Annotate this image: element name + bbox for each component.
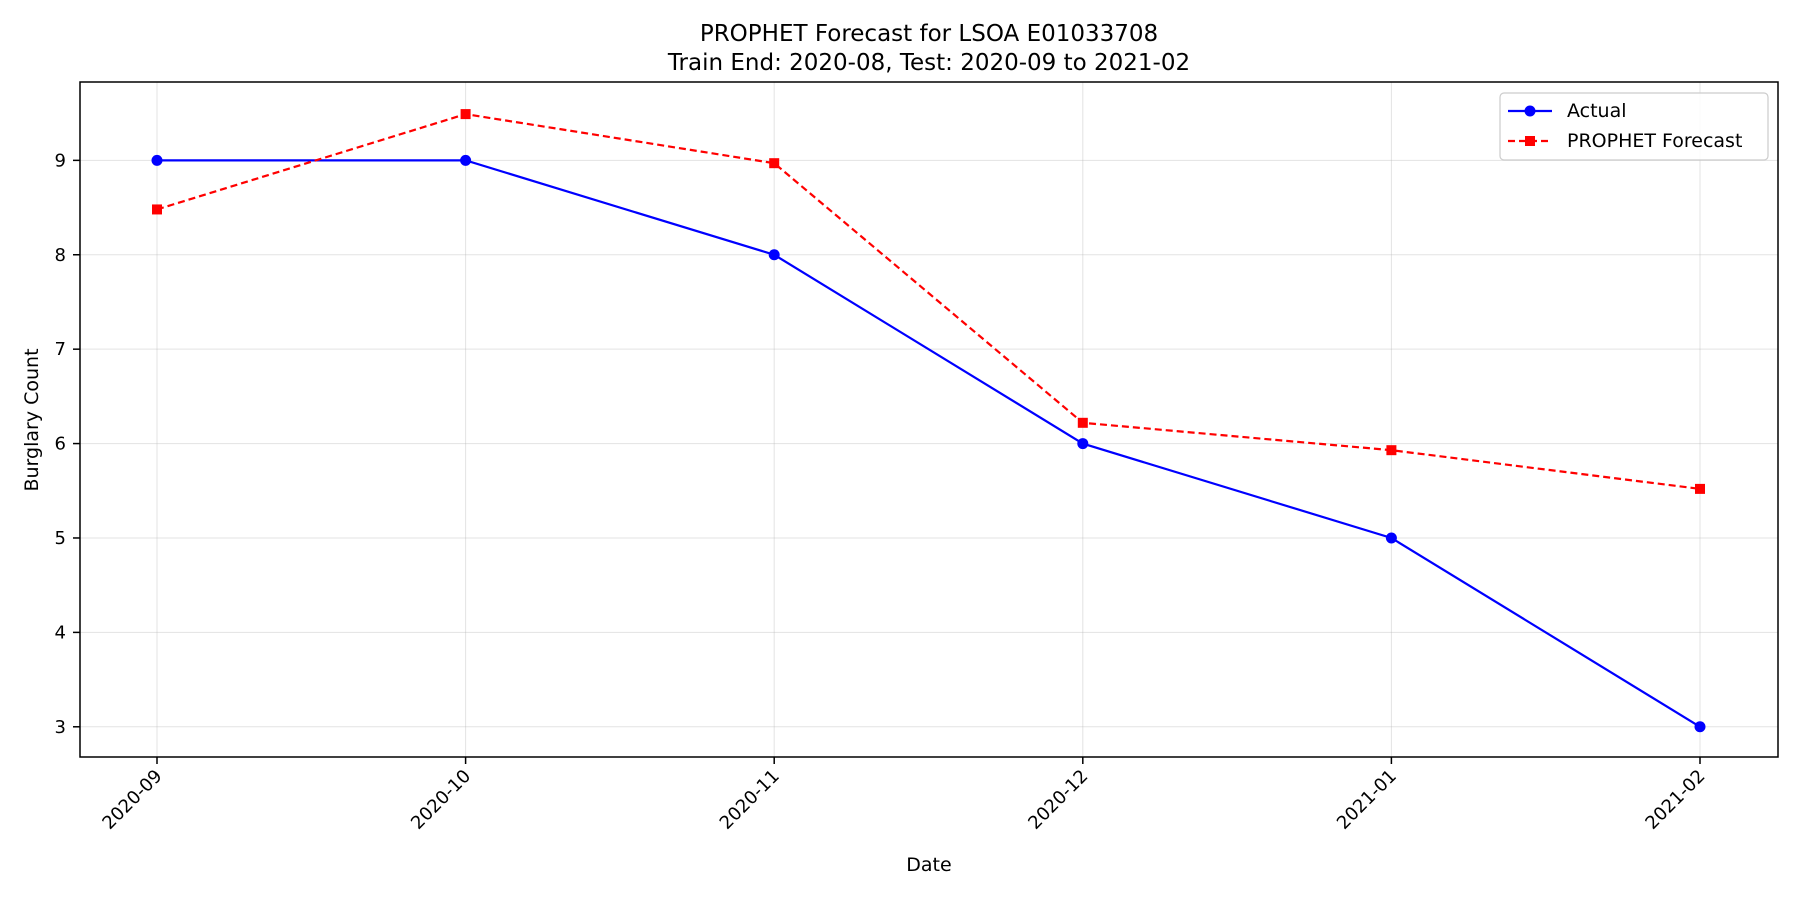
y-axis-label: Burglary Count (21, 348, 43, 491)
series-line (156, 112, 1701, 490)
data-point (769, 158, 780, 169)
legend-label-actual: Actual (1567, 100, 1627, 122)
y-tick-label: 3 (55, 717, 66, 738)
data-point (460, 109, 471, 120)
chart-title-line-1: PROPHET Forecast for LSOA E01033708 (700, 21, 1158, 47)
x-axis-label: Date (906, 854, 951, 876)
data-point (152, 204, 162, 215)
data-point (151, 154, 163, 166)
y-tick-label: 8 (55, 245, 66, 266)
y-tick-label: 5 (55, 528, 66, 549)
x-tick-label: 2020-09 (98, 766, 166, 834)
series-1 (152, 109, 1705, 494)
data-point (460, 154, 472, 166)
data-point (1694, 721, 1706, 733)
data-point (1077, 438, 1089, 450)
legend: Actual PROPHET Forecast (1499, 92, 1769, 161)
y-tick-label: 6 (55, 434, 66, 455)
plot-frame (79, 81, 1779, 758)
legend-marker-actual (1524, 105, 1536, 117)
x-tick-label: 2020-10 (407, 766, 475, 834)
x-tick-label: 2020-12 (1024, 766, 1092, 834)
data-point (1385, 532, 1397, 544)
data-point (1695, 483, 1705, 494)
series-group (151, 109, 1706, 733)
data-point (1077, 417, 1088, 428)
x-tick-label: 2021-01 (1333, 766, 1401, 834)
x-tick-label: 2020-11 (716, 766, 784, 834)
legend-marker-forecast (1525, 136, 1535, 146)
data-point (768, 249, 780, 261)
y-tick-label: 7 (55, 339, 66, 360)
y-axis-ticks: 3 4 5 6 7 8 9 (55, 150, 80, 738)
grid-lines (80, 82, 1778, 757)
legend-box (1499, 92, 1769, 161)
series-line (157, 159, 1701, 728)
x-axis-ticks: 2020-09 2020-10 2020-11 2020-12 2021-01 2021-… (98, 757, 1710, 834)
data-point (1386, 445, 1397, 456)
legend-label-forecast: PROPHET Forecast (1567, 130, 1742, 152)
series-0 (151, 154, 1706, 733)
chart-title-line-2: Train End: 2020-08, Test: 2020-09 to 202… (667, 50, 1190, 76)
y-tick-label: 9 (55, 150, 66, 171)
y-tick-label: 4 (55, 622, 66, 643)
x-tick-label: 2021-02 (1641, 766, 1709, 834)
